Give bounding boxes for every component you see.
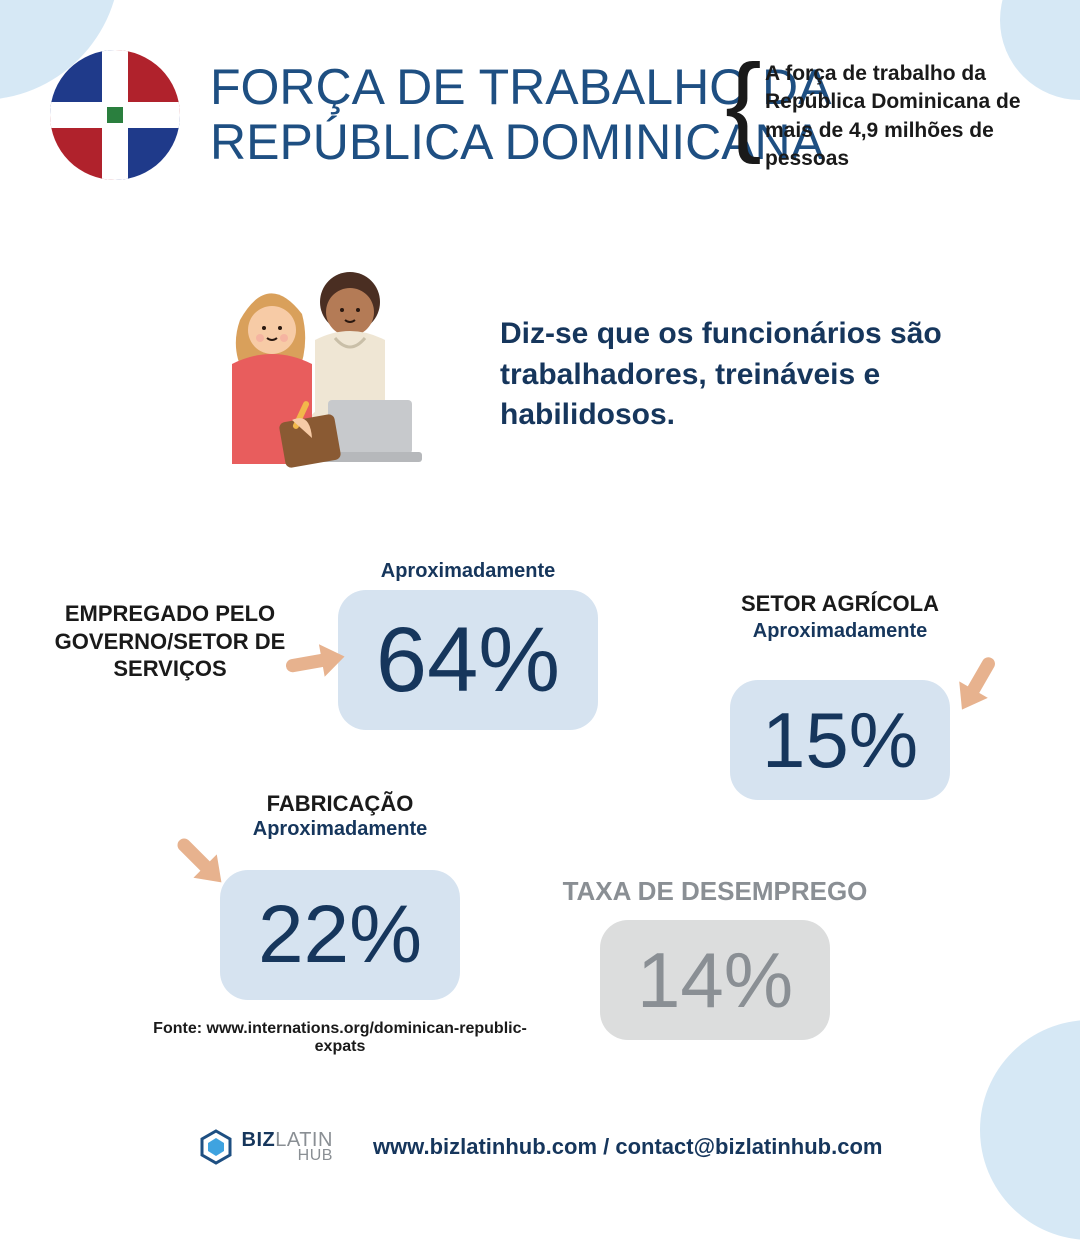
bracket-icon: { [725,40,762,167]
intro-text: Diz-se que os funcionários são trabalhad… [500,314,1020,436]
logo-word: HUB [298,1147,333,1164]
stat-approx-government: Aproximadamente [338,560,598,583]
stat-approx-manufacturing: Aproximadamente [220,818,460,841]
stat-box-manufacturing: 22% [220,870,460,1000]
logo-text: BIZLATIN HUB [242,1131,333,1164]
stat-label-agriculture: SETOR AGRÍCOLA [700,590,980,618]
stat-label-unemployment: TAXA DE DESEMPREGO [545,875,885,908]
stat-value: 64% [376,608,560,713]
stat-label-government: EMPREGADO PELO GOVERNO/SETOR DE SERVIÇOS [40,600,300,683]
footer-contact[interactable]: www.bizlatinhub.com / contact@bizlatinhu… [373,1134,883,1160]
stat-box-unemployment: 14% [600,920,830,1040]
footer: BIZLATIN HUB www.bizlatinhub.com / conta… [0,1129,1080,1165]
dominican-republic-flag-icon [50,50,180,180]
stat-value: 15% [762,695,918,786]
header: FORÇA DE TRABALHO DA REPÚBLICA DOMINICAN… [50,50,831,180]
stat-value: 14% [637,935,793,1026]
bizlatinhub-logo: BIZLATIN HUB [198,1129,333,1165]
stat-value: 22% [258,888,422,982]
stat-box-government: 64% [338,590,598,730]
logo-word: BIZ [242,1129,276,1151]
arrow-icon [280,623,357,704]
intro-row: Diz-se que os funcionários são trabalhad… [200,260,1020,490]
stat-box-agriculture: 15% [730,680,950,800]
side-note: A força de trabalho da República Dominic… [765,60,1045,173]
workers-illustration [200,260,440,490]
logo-mark-icon [198,1129,234,1165]
stat-approx-agriculture: Aproximadamente [700,620,980,643]
source-citation: Fonte: www.internations.org/dominican-re… [130,1020,550,1056]
stat-label-manufacturing: FABRICAÇÃO [220,790,460,818]
